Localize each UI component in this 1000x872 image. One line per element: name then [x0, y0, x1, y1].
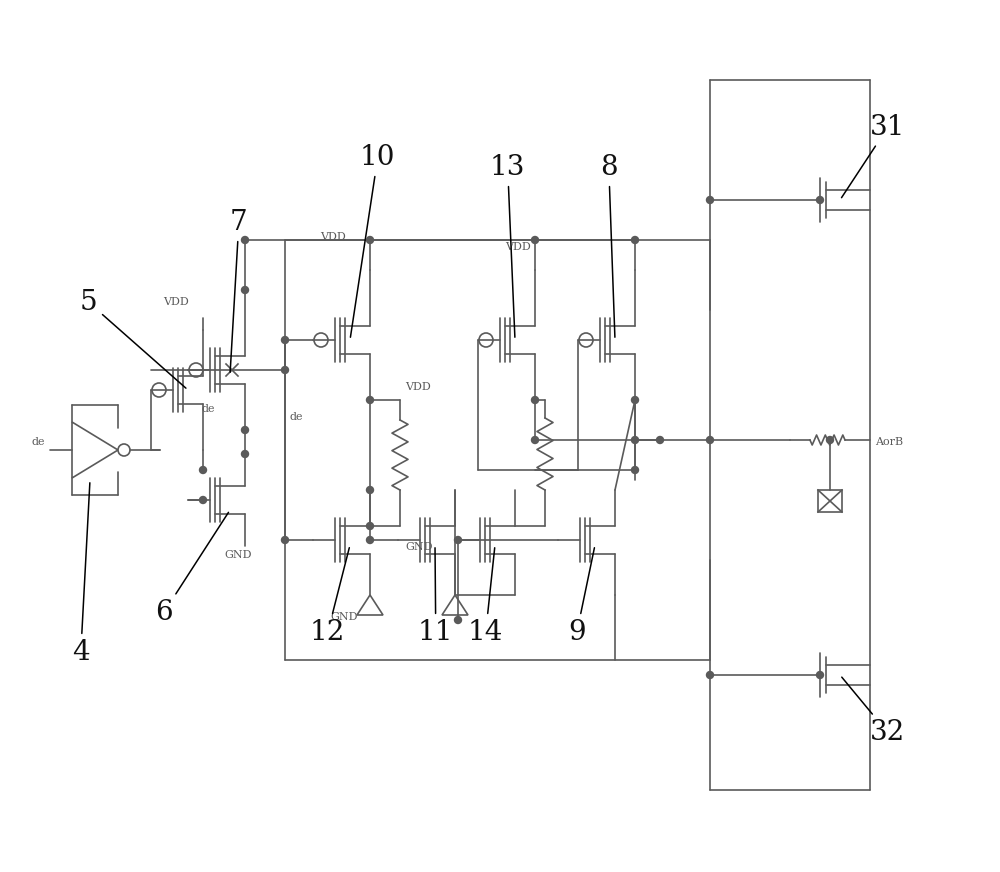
Text: 4: 4: [72, 483, 90, 666]
Circle shape: [532, 397, 538, 404]
Bar: [818, 490, 842, 512]
Text: de: de: [32, 437, 46, 447]
Text: 7: 7: [230, 209, 248, 372]
Circle shape: [242, 287, 248, 294]
Text: GND: GND: [330, 612, 358, 622]
Circle shape: [816, 196, 824, 203]
Circle shape: [826, 437, 834, 444]
Text: 5: 5: [80, 289, 186, 388]
Text: 32: 32: [842, 678, 905, 746]
Circle shape: [706, 437, 714, 444]
Text: AorB: AorB: [875, 437, 903, 447]
Circle shape: [454, 617, 462, 623]
Text: de: de: [202, 404, 216, 414]
Circle shape: [706, 671, 714, 678]
Circle shape: [200, 467, 207, 473]
Text: 8: 8: [600, 154, 618, 337]
Circle shape: [282, 536, 288, 543]
Text: GND: GND: [405, 542, 432, 552]
Text: 9: 9: [568, 548, 594, 646]
Circle shape: [632, 467, 639, 473]
Text: VDD: VDD: [163, 297, 189, 307]
Circle shape: [366, 487, 374, 494]
Text: VDD: VDD: [405, 382, 431, 392]
Circle shape: [366, 236, 374, 243]
Circle shape: [242, 426, 248, 433]
Text: 6: 6: [155, 513, 228, 626]
Circle shape: [242, 236, 248, 243]
Circle shape: [532, 437, 538, 444]
Text: 10: 10: [350, 144, 396, 337]
Circle shape: [282, 366, 288, 373]
Circle shape: [656, 437, 664, 444]
Circle shape: [366, 397, 374, 404]
Circle shape: [200, 496, 207, 503]
Text: VDD: VDD: [505, 242, 531, 252]
Text: VDD: VDD: [320, 232, 346, 242]
Circle shape: [632, 437, 639, 444]
Text: 13: 13: [490, 154, 525, 337]
Text: 14: 14: [468, 548, 503, 646]
Circle shape: [632, 236, 639, 243]
Circle shape: [532, 236, 538, 243]
Text: de: de: [290, 412, 304, 422]
Text: GND: GND: [224, 550, 252, 560]
Text: 11: 11: [418, 548, 454, 646]
Text: 31: 31: [842, 114, 905, 198]
Circle shape: [816, 671, 824, 678]
Circle shape: [632, 397, 639, 404]
Circle shape: [706, 196, 714, 203]
Circle shape: [282, 337, 288, 344]
Text: 12: 12: [310, 548, 349, 646]
Circle shape: [242, 451, 248, 458]
Circle shape: [454, 536, 462, 543]
Circle shape: [366, 522, 374, 529]
Circle shape: [366, 536, 374, 543]
